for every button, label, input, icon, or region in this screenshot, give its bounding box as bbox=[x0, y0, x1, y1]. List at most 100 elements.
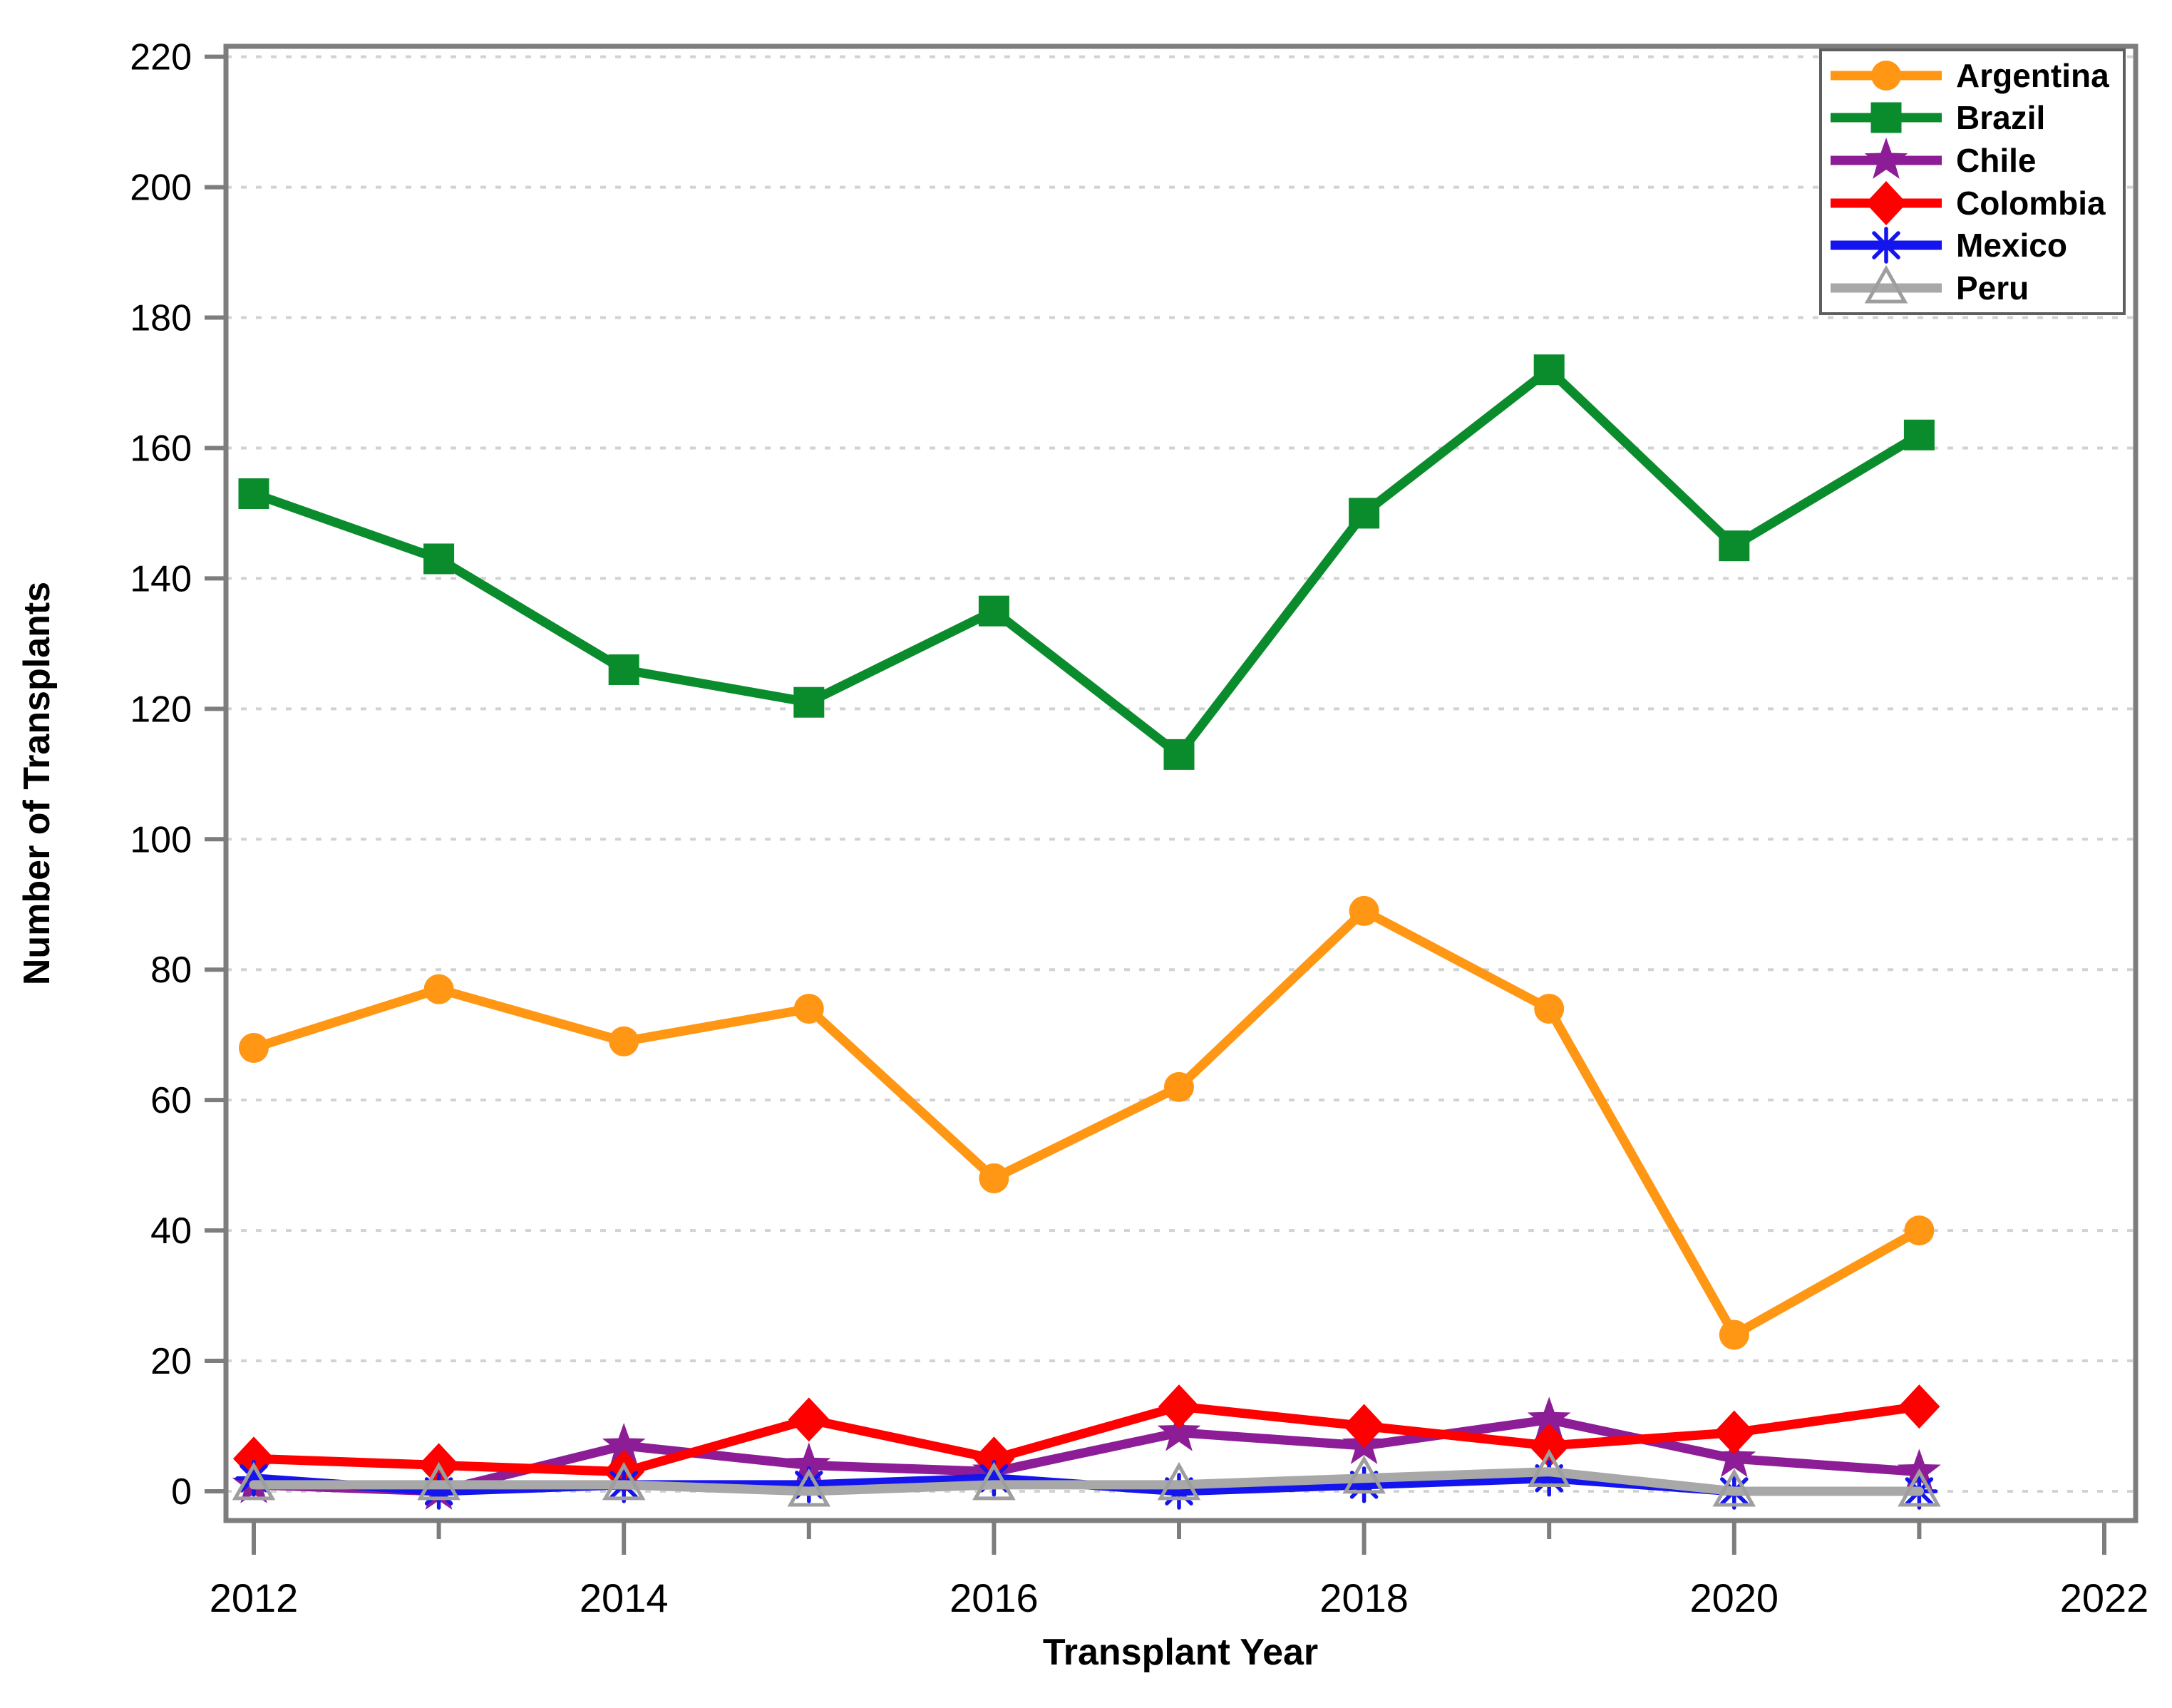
y-tick-label: 160 bbox=[130, 428, 192, 469]
legend-item-brazil: Brazil bbox=[1829, 98, 2123, 138]
series-marker-argentina bbox=[239, 1033, 269, 1064]
series-marker-colombia bbox=[1528, 1423, 1570, 1468]
y-tick-label: 200 bbox=[130, 168, 192, 209]
series-marker-peru bbox=[602, 1461, 646, 1501]
series-marker-colombia bbox=[1158, 1384, 1200, 1429]
y-tick-label: 140 bbox=[130, 558, 192, 600]
legend: Argentina Brazil Chile Colombia Mexico Peru bbox=[1819, 48, 2126, 315]
plot-frame bbox=[223, 43, 2138, 1523]
series-marker-chile bbox=[1712, 1436, 1756, 1478]
series-marker-peru bbox=[1898, 1468, 1941, 1507]
series-marker-chile bbox=[787, 1442, 831, 1484]
series-marker-argentina bbox=[1719, 1319, 1749, 1350]
legend-label: Brazil bbox=[1956, 99, 2046, 137]
x-tick-label: 2016 bbox=[949, 1575, 1039, 1620]
legend-marker-argentina bbox=[1871, 60, 1901, 91]
legend-marker-peru bbox=[1864, 265, 1908, 304]
y-tick-label: 100 bbox=[130, 819, 192, 860]
series-marker-brazil bbox=[1903, 419, 1935, 451]
brazil-square-filled-icon bbox=[1831, 102, 1942, 133]
series-marker-argentina bbox=[423, 974, 454, 1004]
x-tick-label: 2020 bbox=[1690, 1575, 1779, 1620]
series-marker-brazil bbox=[423, 543, 455, 575]
series-marker-argentina bbox=[609, 1026, 639, 1056]
y-tick-label: 0 bbox=[171, 1471, 192, 1513]
legend-marker-brazil bbox=[1870, 102, 1902, 133]
series-marker-peru bbox=[417, 1461, 460, 1501]
series-line-colombia bbox=[249, 1401, 1924, 1477]
legend-label: Chile bbox=[1956, 142, 2037, 180]
legend-label: Colombia bbox=[1956, 184, 2106, 222]
y-tick-label: 20 bbox=[150, 1341, 192, 1382]
chile-star-filled-icon bbox=[1831, 138, 1942, 180]
x-tick-label: 2022 bbox=[2060, 1575, 2149, 1620]
series-marker-colombia bbox=[1898, 1384, 1940, 1429]
series-line-peru bbox=[249, 1467, 1924, 1496]
legend-item-colombia: Colombia bbox=[1829, 180, 2123, 225]
series-marker-brazil bbox=[608, 654, 639, 685]
series-marker-argentina bbox=[1349, 895, 1379, 926]
y-tick-label: 80 bbox=[150, 950, 192, 991]
series-marker-mexico bbox=[1530, 1459, 1568, 1497]
series-marker-colombia bbox=[973, 1436, 1015, 1481]
y-tick-label: 180 bbox=[130, 298, 192, 339]
series-marker-argentina bbox=[1904, 1215, 1935, 1246]
series-marker-argentina bbox=[979, 1163, 1009, 1193]
legend-marker-chile bbox=[1864, 138, 1908, 180]
series-marker-brazil bbox=[1163, 739, 1195, 770]
legend-item-mexico: Mexico bbox=[1829, 225, 2123, 265]
series-marker-peru bbox=[972, 1461, 1016, 1501]
series-marker-mexico bbox=[420, 1473, 458, 1510]
series-marker-brazil bbox=[238, 478, 269, 510]
series-marker-peru bbox=[1157, 1461, 1201, 1501]
legend-label: Mexico bbox=[1956, 227, 2067, 264]
series-marker-chile bbox=[1527, 1396, 1571, 1439]
y-tick-label: 60 bbox=[150, 1080, 192, 1121]
tick-labels: 0 20 40 60 80 100 120 140 160 180 200 220 2012 2014 20… bbox=[130, 37, 2148, 1620]
series-marker-peru bbox=[787, 1468, 831, 1507]
series-marker-peru bbox=[1342, 1455, 1386, 1494]
y-tick-label: 120 bbox=[130, 689, 192, 730]
peru-triangle-open-icon bbox=[1831, 265, 1942, 304]
legend-marker-mexico bbox=[1868, 227, 1905, 264]
series-marker-argentina bbox=[1164, 1071, 1194, 1102]
y-axis-title: Number of Transplants bbox=[16, 581, 58, 986]
legend-marker-colombia bbox=[1865, 180, 1907, 225]
series-group bbox=[232, 354, 1941, 1510]
series-marker-brazil bbox=[978, 595, 1009, 627]
y-tick-label: 220 bbox=[130, 37, 192, 78]
x-tick-label: 2018 bbox=[1319, 1575, 1409, 1620]
legend-label: Argentina bbox=[1956, 56, 2109, 94]
legend-item-peru: Peru bbox=[1829, 265, 2123, 308]
argentina-circle-filled-icon bbox=[1831, 60, 1942, 91]
series-line-brazil bbox=[249, 365, 1924, 759]
series-marker-argentina bbox=[793, 994, 824, 1024]
legend-label: Peru bbox=[1956, 269, 2029, 307]
mexico-asterisk-icon bbox=[1831, 227, 1942, 264]
x-tick-label: 2014 bbox=[580, 1575, 669, 1620]
series-marker-brazil bbox=[1349, 498, 1380, 529]
gridlines bbox=[226, 55, 2136, 1493]
legend-item-argentina: Argentina bbox=[1829, 56, 2123, 96]
series-marker-peru bbox=[1712, 1468, 1756, 1507]
series-marker-colombia bbox=[1713, 1410, 1755, 1455]
series-marker-colombia bbox=[788, 1397, 830, 1442]
x-axis-title: Transplant Year bbox=[1042, 1632, 1319, 1673]
x-tick-label: 2012 bbox=[210, 1575, 299, 1620]
series-marker-peru bbox=[1527, 1449, 1571, 1488]
series-marker-colombia bbox=[233, 1436, 274, 1481]
series-line-argentina bbox=[249, 906, 1924, 1339]
colombia-diamond-filled-icon bbox=[1831, 180, 1942, 225]
series-marker-chile bbox=[1157, 1409, 1201, 1451]
series-marker-brazil bbox=[793, 686, 825, 718]
series-marker-peru bbox=[232, 1461, 276, 1501]
series-marker-chile bbox=[602, 1422, 646, 1464]
series-marker-brazil bbox=[1533, 354, 1565, 386]
axis-ticks bbox=[205, 54, 2106, 1555]
series-marker-colombia bbox=[1343, 1404, 1385, 1449]
y-tick-label: 40 bbox=[150, 1210, 192, 1252]
series-marker-brazil bbox=[1719, 530, 1750, 562]
legend-item-chile: Chile bbox=[1829, 138, 2123, 180]
